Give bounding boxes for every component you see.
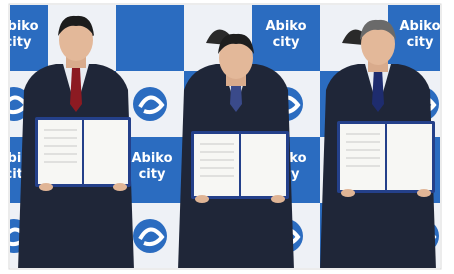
document-page (241, 134, 286, 196)
hand (195, 195, 209, 203)
photo-area: Abiko city Abiko city Abiko city Abiko c… (0, 5, 454, 270)
logo-text: city (139, 167, 166, 182)
hand (113, 183, 127, 191)
logo-text: Abiko (399, 19, 440, 34)
tie (372, 68, 384, 112)
document-page (194, 134, 239, 196)
people (18, 16, 436, 270)
logo-text: Abiko (131, 151, 172, 166)
hand (417, 189, 431, 197)
hand (271, 195, 285, 203)
photo: Abiko city Abiko city Abiko city Abiko c… (0, 0, 454, 274)
logo-text: city (407, 35, 434, 50)
logo-text: city (273, 35, 300, 50)
document-page (387, 124, 432, 190)
logo-text: Abiko (265, 19, 306, 34)
document-page (84, 120, 128, 184)
hand (341, 189, 355, 197)
page: Abiko city Abiko city Abiko city Abiko c… (0, 0, 454, 274)
backdrop-tile (116, 5, 184, 71)
hand (39, 183, 53, 191)
tie (70, 68, 82, 112)
